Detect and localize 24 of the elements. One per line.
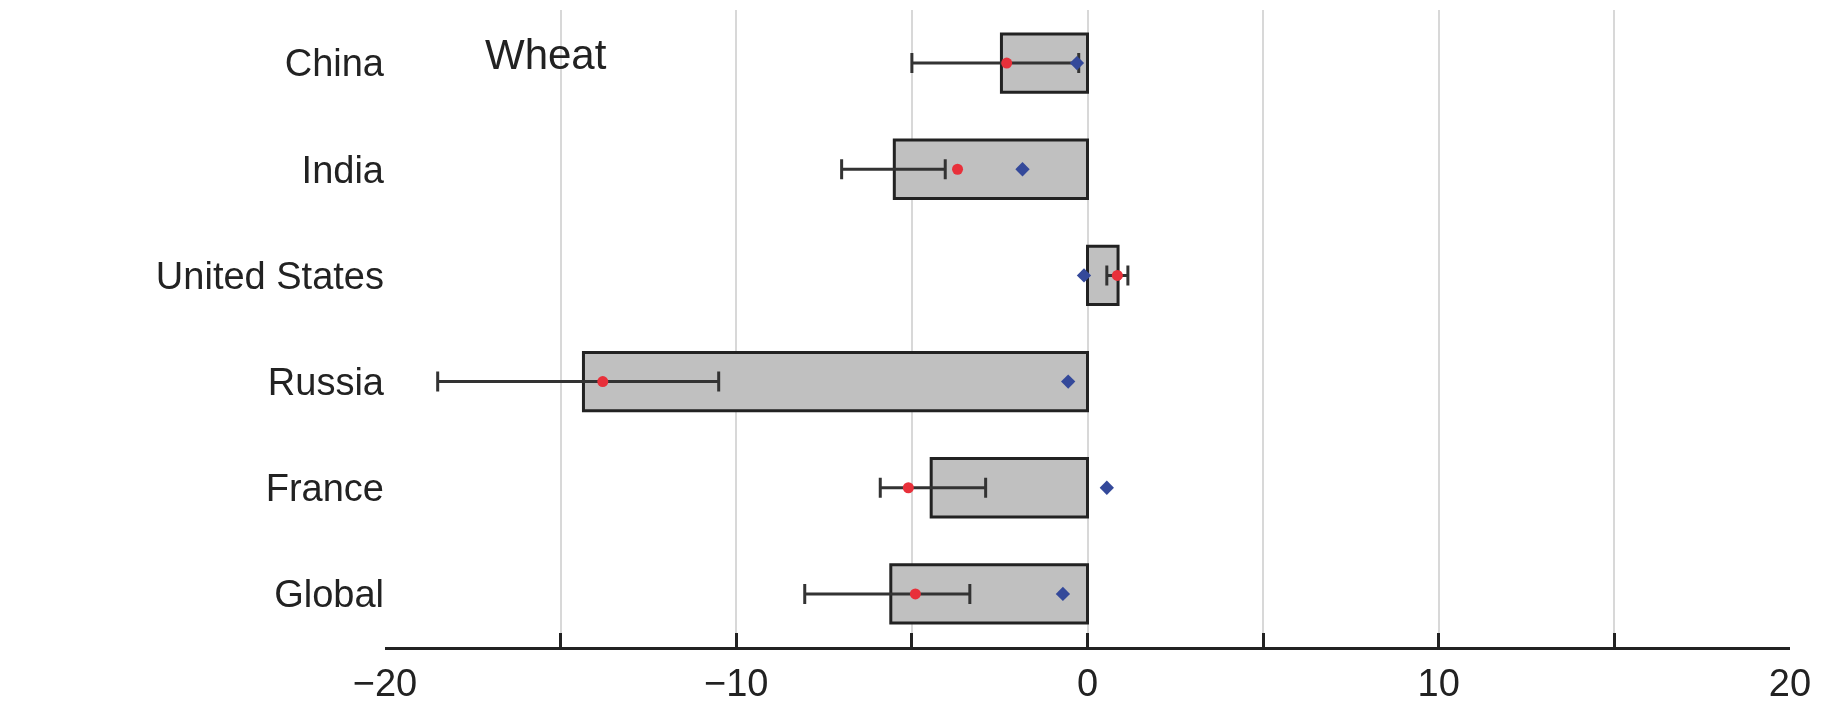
point — [1055, 586, 1071, 602]
point — [1111, 269, 1123, 281]
point — [902, 482, 914, 494]
y-tick-label: Russia — [267, 360, 385, 403]
point — [1061, 374, 1076, 389]
y-tick-label: India — [301, 148, 385, 191]
point — [1001, 57, 1013, 69]
point — [597, 376, 609, 388]
y-tick-label: Global — [274, 573, 384, 616]
point — [952, 163, 964, 175]
annotation: Wheat — [485, 31, 607, 78]
point — [909, 588, 921, 600]
y-tick-label: China — [284, 42, 385, 85]
point — [1069, 55, 1085, 71]
point — [1015, 162, 1030, 177]
y-tick-label: United States — [155, 254, 384, 297]
x-tick-label: 20 — [1768, 661, 1812, 704]
x-tick-label: 0 — [1076, 661, 1099, 704]
point — [1099, 480, 1114, 495]
x-tick-label: −20 — [352, 661, 418, 704]
x-tick-label: 10 — [1417, 661, 1460, 704]
y-tick-label: France — [265, 467, 384, 510]
x-tick-label: −10 — [704, 661, 769, 704]
point — [1076, 268, 1092, 283]
